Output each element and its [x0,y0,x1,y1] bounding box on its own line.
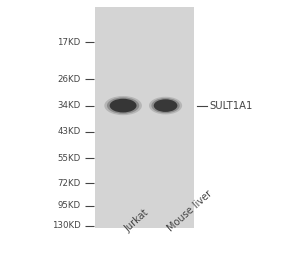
Bar [95,7,194,228]
Text: 72KD: 72KD [57,179,81,188]
Ellipse shape [104,96,142,115]
Text: Jurkat: Jurkat [123,207,151,234]
Text: 34KD: 34KD [57,101,81,110]
Text: 130KD: 130KD [52,221,81,230]
Ellipse shape [154,99,177,112]
Text: SULT1A1: SULT1A1 [209,101,253,111]
Ellipse shape [151,98,180,113]
Text: Mouse liver: Mouse liver [166,189,214,234]
Ellipse shape [107,97,139,114]
Ellipse shape [110,99,137,112]
Text: 17KD: 17KD [57,38,81,47]
Text: 95KD: 95KD [57,201,81,210]
Text: 55KD: 55KD [57,154,81,163]
Text: 43KD: 43KD [57,128,81,136]
Ellipse shape [149,97,182,114]
Text: 26KD: 26KD [57,75,81,84]
